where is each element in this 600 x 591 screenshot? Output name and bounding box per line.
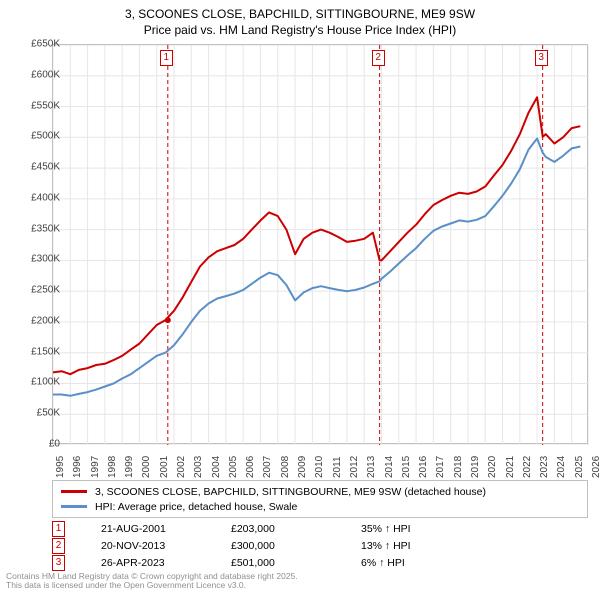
x-tick-label: 2022 (522, 456, 533, 478)
y-tick-label: £500K (12, 131, 60, 142)
title-line-2: Price paid vs. HM Land Registry's House … (0, 22, 600, 38)
legend-label: 3, SCOONES CLOSE, BAPCHILD, SITTINGBOURN… (95, 486, 486, 498)
legend-swatch (61, 490, 87, 493)
event-date: 21-AUG-2001 (101, 523, 231, 535)
event-row: 3 26-APR-2023£501,0006% ↑ HPI (52, 554, 588, 571)
x-tick-label: 2020 (487, 456, 498, 478)
x-tick-label: 1998 (107, 456, 118, 478)
events-table: 1 21-AUG-2001£203,00035% ↑ HPI 2 20-NOV-201… (52, 520, 588, 571)
legend-label: HPI: Average price, detached house, Swal… (95, 501, 297, 513)
event-num: 3 (52, 555, 65, 571)
chart-container: 3, SCOONES CLOSE, BAPCHILD, SITTINGBOURN… (0, 0, 600, 590)
event-marker: 2 (372, 50, 385, 66)
x-tick-label: 2011 (332, 456, 343, 478)
y-tick-label: £650K (12, 39, 60, 50)
x-tick-label: 1996 (72, 456, 83, 478)
y-tick-label: £450K (12, 162, 60, 173)
legend: 3, SCOONES CLOSE, BAPCHILD, SITTINGBOURN… (52, 480, 588, 518)
y-tick-label: £300K (12, 254, 60, 265)
x-tick-label: 1995 (55, 456, 66, 478)
x-tick-label: 2012 (349, 456, 360, 478)
x-tick-label: 2019 (470, 456, 481, 478)
y-tick-label: £250K (12, 285, 60, 296)
x-tick-label: 2005 (228, 456, 239, 478)
event-price: £300,000 (231, 540, 361, 552)
x-tick-label: 2017 (435, 456, 446, 478)
x-tick-label: 2001 (159, 456, 170, 478)
event-pct: 13% ↑ HPI (361, 540, 491, 552)
x-tick-label: 2016 (418, 456, 429, 478)
event-price: £203,000 (231, 523, 361, 535)
event-num: 1 (52, 521, 65, 537)
y-tick-label: £200K (12, 315, 60, 326)
y-tick-label: £50K (12, 408, 60, 419)
legend-swatch (61, 505, 87, 508)
x-tick-label: 2007 (262, 456, 273, 478)
event-price: £501,000 (231, 557, 361, 569)
legend-row: HPI: Average price, detached house, Swal… (61, 499, 579, 514)
event-date: 20-NOV-2013 (101, 540, 231, 552)
event-pct: 35% ↑ HPI (361, 523, 491, 535)
y-tick-label: £350K (12, 223, 60, 234)
y-tick-label: £150K (12, 346, 60, 357)
y-tick-label: £100K (12, 377, 60, 388)
title-line-1: 3, SCOONES CLOSE, BAPCHILD, SITTINGBOURN… (0, 6, 600, 22)
x-tick-label: 2008 (280, 456, 291, 478)
x-tick-label: 2025 (574, 456, 585, 478)
event-num: 2 (52, 538, 65, 554)
event-row: 1 21-AUG-2001£203,00035% ↑ HPI (52, 520, 588, 537)
x-tick-label: 2014 (384, 456, 395, 478)
event-pct: 6% ↑ HPI (361, 557, 491, 569)
event-date: 26-APR-2023 (101, 557, 231, 569)
attribution: Contains HM Land Registry data © Crown c… (6, 572, 298, 591)
y-tick-label: £0 (12, 439, 60, 450)
title-block: 3, SCOONES CLOSE, BAPCHILD, SITTINGBOURN… (0, 0, 600, 38)
x-tick-label: 2024 (556, 456, 567, 478)
y-tick-label: £600K (12, 69, 60, 80)
x-tick-label: 2000 (141, 456, 152, 478)
legend-row: 3, SCOONES CLOSE, BAPCHILD, SITTINGBOURN… (61, 484, 579, 499)
chart-svg (53, 45, 589, 445)
event-row: 2 20-NOV-2013£300,00013% ↑ HPI (52, 537, 588, 554)
x-tick-label: 2026 (591, 456, 600, 478)
x-tick-label: 2015 (401, 456, 412, 478)
x-tick-label: 2009 (297, 456, 308, 478)
x-tick-label: 2006 (245, 456, 256, 478)
x-tick-label: 1997 (90, 456, 101, 478)
x-tick-label: 2023 (539, 456, 550, 478)
x-tick-label: 2010 (314, 456, 325, 478)
x-tick-label: 1999 (124, 456, 135, 478)
plot-area (52, 44, 588, 444)
x-tick-label: 2013 (366, 456, 377, 478)
event-marker: 3 (535, 50, 548, 66)
x-tick-label: 2021 (505, 456, 516, 478)
x-tick-label: 2002 (176, 456, 187, 478)
x-tick-label: 2003 (193, 456, 204, 478)
event-marker: 1 (160, 50, 173, 66)
y-tick-label: £400K (12, 192, 60, 203)
y-tick-label: £550K (12, 100, 60, 111)
x-tick-label: 2018 (453, 456, 464, 478)
x-tick-label: 2004 (211, 456, 222, 478)
